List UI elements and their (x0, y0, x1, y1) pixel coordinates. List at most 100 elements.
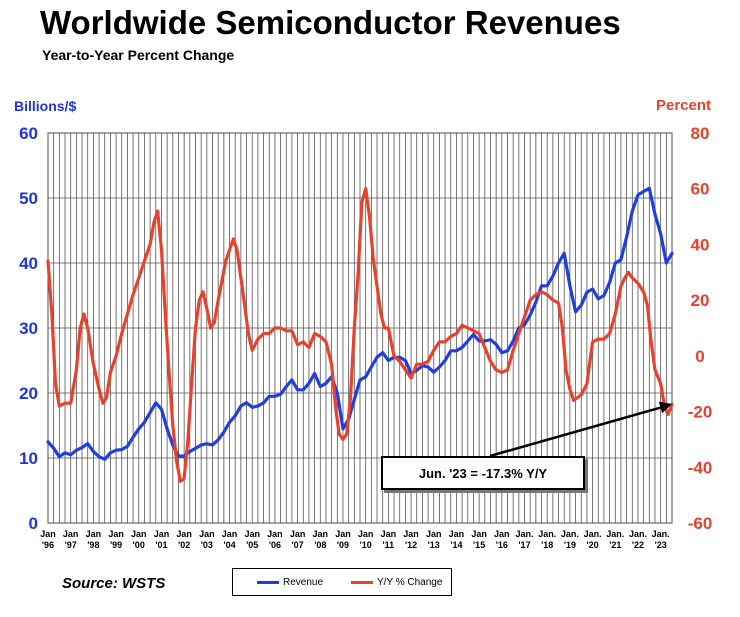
right-axis-label: Percent (656, 97, 712, 114)
x-tick-year: '07 (292, 540, 304, 550)
x-tick-month: Jan (131, 529, 147, 539)
x-tick-label: Jan'98 (86, 529, 102, 550)
x-tick-month: Jan (471, 529, 487, 539)
x-tick-year: '14 (450, 540, 462, 550)
x-tick-year: '05 (246, 540, 258, 550)
legend-item-revenue: Revenue (257, 569, 323, 595)
x-tick-month: Jan. (584, 529, 602, 539)
x-tick-month: Jan (176, 529, 192, 539)
x-tick-label: Jan'00 (131, 529, 147, 550)
legend-swatch-yoy (351, 580, 373, 584)
x-tick-month: Jan. (606, 529, 624, 539)
x-tick-label: Jan'10 (358, 529, 374, 550)
x-tick-month: Jan (381, 529, 397, 539)
x-tick-label: Jan'07 (290, 529, 306, 550)
x-tick-month: Jan (403, 529, 419, 539)
right-tick-label: 60 (691, 180, 710, 199)
right-tick-label: 0 (695, 347, 704, 366)
x-tick-month: Jan. (538, 529, 556, 539)
x-tick-label: Jan.'22 (629, 529, 647, 550)
left-tick-label: 30 (19, 319, 38, 338)
x-tick-month: Jan (108, 529, 124, 539)
arrow-shaft (489, 404, 667, 458)
x-tick-label: Jan.'17 (516, 529, 534, 550)
x-tick-year: '18 (541, 540, 553, 550)
left-tick-label: 40 (19, 254, 38, 273)
x-tick-month: Jan (426, 529, 442, 539)
legend-label-revenue: Revenue (283, 576, 324, 588)
x-tick-year: '11 (383, 540, 395, 550)
right-tick-label: -60 (688, 514, 713, 533)
x-tick-year: '22 (632, 540, 644, 550)
annotation-box: Jun. '23 = -17.3% Y/Y (381, 456, 585, 490)
x-tick-month: Jan (494, 529, 510, 539)
x-tick-year: '96 (42, 540, 54, 550)
x-tick-month: Jan (154, 529, 170, 539)
left-tick-label: 60 (19, 124, 38, 143)
right-tick-label: -20 (688, 403, 713, 422)
x-tick-year: '00 (133, 540, 145, 550)
x-tick-year: '19 (564, 540, 576, 550)
annotation-arrow (489, 401, 672, 458)
x-tick-label: Jan.'23 (652, 529, 670, 550)
x-tick-label: Jan'12 (403, 529, 419, 550)
x-tick-month: Jan (358, 529, 374, 539)
x-tick-label: Jan'02 (176, 529, 192, 550)
x-tick-label: Jan'04 (222, 529, 238, 550)
x-axis-ticks: Jan'96Jan'97Jan'98Jan'99Jan'00Jan'01Jan'… (40, 529, 669, 550)
x-tick-month: Jan (40, 529, 56, 539)
x-tick-month: Jan (222, 529, 238, 539)
x-tick-month: Jan. (652, 529, 670, 539)
legend-item-yoy: Y/Y % Change (351, 569, 442, 595)
x-tick-month: Jan. (629, 529, 647, 539)
x-tick-label: Jan'16 (494, 529, 510, 550)
chart-subtitle: Year-to-Year Percent Change (42, 47, 235, 63)
x-tick-label: Jan'01 (154, 529, 170, 550)
series-lines (46, 186, 674, 483)
x-tick-year: '02 (178, 540, 190, 550)
x-tick-label: Jan'96 (40, 529, 56, 550)
x-tick-month: Jan. (516, 529, 534, 539)
x-tick-label: Jan'13 (426, 529, 442, 550)
arrow-head (658, 401, 672, 414)
right-tick-label: 40 (691, 235, 710, 254)
x-tick-year: '01 (155, 540, 167, 550)
legend-label-yoy: Y/Y % Change (377, 576, 443, 588)
x-tick-year: '04 (223, 540, 235, 550)
right-axis-ticks: -60 -40 -20 0 20 40 60 80 (688, 124, 713, 533)
x-tick-month: Jan (199, 529, 215, 539)
x-tick-year: '03 (201, 540, 213, 550)
x-tick-year: '06 (269, 540, 281, 550)
x-tick-month: Jan (290, 529, 306, 539)
x-tick-month: Jan. (561, 529, 579, 539)
x-tick-year: '17 (518, 540, 530, 550)
x-tick-month: Jan (63, 529, 79, 539)
left-axis-ticks: 0 10 20 30 40 50 60 (19, 124, 38, 533)
x-tick-year: '12 (405, 540, 417, 550)
left-tick-label: 20 (19, 384, 38, 403)
x-tick-label: Jan'09 (335, 529, 351, 550)
x-tick-label: Jan'97 (63, 529, 79, 550)
x-tick-label: Jan.'19 (561, 529, 579, 550)
legend-swatch-revenue (257, 580, 279, 584)
x-tick-year: '09 (337, 540, 349, 550)
x-tick-year: '97 (65, 540, 77, 550)
x-tick-month: Jan (335, 529, 351, 539)
right-tick-label: 20 (691, 291, 710, 310)
x-tick-label: Jan'11 (381, 529, 397, 550)
x-tick-year: '99 (110, 540, 122, 550)
left-tick-label: 50 (19, 189, 38, 208)
x-tick-month: Jan (86, 529, 102, 539)
x-tick-month: Jan (449, 529, 465, 539)
x-tick-year: '21 (609, 540, 621, 550)
left-tick-label: 0 (29, 514, 38, 533)
x-tick-label: Jan'14 (449, 529, 465, 550)
right-tick-label: -40 (688, 458, 713, 477)
chart-title: Worldwide Semiconductor Revenues (40, 4, 621, 41)
right-tick-label: 80 (691, 124, 710, 143)
x-tick-label: Jan.'21 (606, 529, 624, 550)
x-tick-label: Jan'05 (244, 529, 260, 550)
x-tick-year: '13 (428, 540, 440, 550)
x-tick-label: Jan.'18 (538, 529, 556, 550)
